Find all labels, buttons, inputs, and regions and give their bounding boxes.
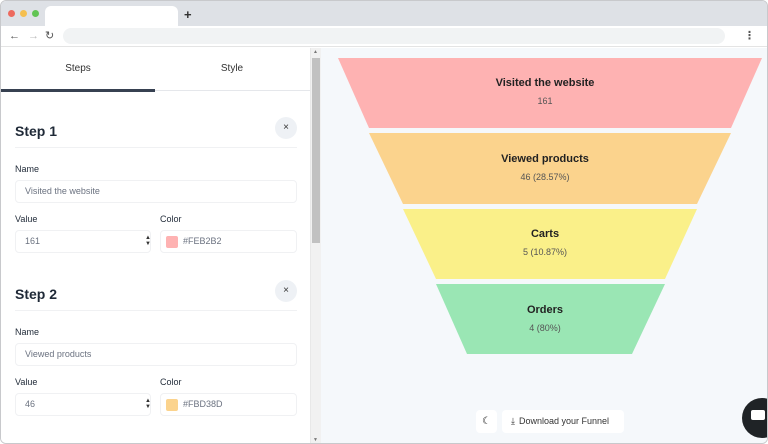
close-icon: ×: [283, 122, 289, 133]
maximize-window-button[interactable]: [32, 10, 39, 17]
moon-icon: ☾: [482, 416, 491, 427]
value-text: 161: [25, 236, 41, 246]
browser-menu-icon[interactable]: ⋮: [744, 30, 755, 42]
funnel-label: Orders 4 (80%): [321, 304, 767, 333]
color-label: Color: [160, 377, 182, 387]
close-window-button[interactable]: [8, 10, 15, 17]
segment-name: Visited the website: [495, 77, 595, 89]
funnel-segment-visited: [338, 58, 762, 128]
step-title: Step 1: [15, 123, 58, 139]
stepper-arrows-icon[interactable]: ▲ ▼: [145, 235, 151, 247]
download-funnel-button[interactable]: ⤓ Download your Funnel: [502, 410, 624, 433]
value-label: Value: [15, 214, 38, 224]
segment-value: 46 (28.57%): [520, 172, 570, 182]
funnel-chart: [338, 58, 762, 354]
scroll-thumb[interactable]: [312, 58, 320, 243]
segment-name: Viewed products: [501, 153, 589, 165]
segment-name: Carts: [530, 228, 560, 240]
download-label: Download your Funnel: [518, 416, 610, 426]
step-card: Step 1 × Name Visited the website Value …: [15, 117, 297, 263]
scroll-down-icon[interactable]: ▼: [313, 437, 318, 443]
remove-step-button[interactable]: ×: [275, 280, 297, 302]
segment-value: 161: [537, 96, 553, 106]
color-label: Color: [160, 214, 182, 224]
funnel-segment-carts: [403, 209, 697, 279]
tab-steps[interactable]: Steps: [1, 48, 155, 92]
minimize-window-button[interactable]: [20, 10, 27, 17]
step-color-input[interactable]: #FEB2B2: [160, 230, 297, 253]
new-tab-icon[interactable]: +: [184, 7, 192, 22]
stepper-arrows-icon[interactable]: ▲ ▼: [145, 398, 151, 410]
browser-tab[interactable]: [45, 6, 178, 26]
segment-name: Orders: [526, 304, 564, 316]
segment-value: 4 (80%): [529, 323, 561, 333]
editor-panel: Steps Style Step 1 × Name Visited the we…: [1, 48, 310, 443]
step-title: Step 2: [15, 286, 58, 302]
name-label: Name: [15, 327, 40, 337]
divider: [15, 147, 297, 148]
step-name-input[interactable]: Viewed products: [15, 343, 297, 366]
back-arrow-icon[interactable]: ←: [9, 30, 20, 42]
funnel-label: Visited the website 161: [321, 77, 767, 106]
value-label: Value: [15, 377, 38, 387]
reload-icon[interactable]: ↻: [45, 30, 55, 42]
url-input[interactable]: [63, 28, 725, 44]
step-name-input[interactable]: Visited the website: [15, 180, 297, 203]
browser-tab-bar: +: [1, 1, 767, 26]
download-icon: ⤓: [511, 416, 515, 426]
divider: [15, 310, 297, 311]
panel-scrollbar[interactable]: ▲ ▼: [310, 48, 321, 443]
step-card: Step 2 × Name Viewed products Value Colo…: [15, 280, 297, 426]
name-label: Name: [15, 164, 40, 174]
chat-widget-button[interactable]: [742, 398, 767, 438]
color-swatch[interactable]: [166, 399, 178, 411]
step-value-input[interactable]: 46 ▲ ▼: [15, 393, 151, 416]
funnel-segment-viewed: [369, 133, 731, 204]
scroll-up-icon[interactable]: ▲: [313, 49, 318, 55]
color-swatch[interactable]: [166, 236, 178, 248]
step-value-input[interactable]: 161 ▲ ▼: [15, 230, 151, 253]
funnel-label: Viewed products 46 (28.57%): [321, 153, 767, 182]
theme-toggle-button[interactable]: ☾: [476, 410, 497, 433]
funnel-label: Carts 5 (10.87%): [321, 228, 767, 257]
chat-bubble-icon: [751, 410, 765, 420]
color-hex: #FBD38D: [183, 399, 223, 409]
funnel-preview: Visited the website 161 Viewed products …: [321, 48, 767, 443]
address-bar-row: ← → ↻ ⋮: [1, 26, 767, 47]
remove-step-button[interactable]: ×: [275, 117, 297, 139]
segment-value: 5 (10.87%): [522, 247, 568, 257]
funnel-segment-orders: [436, 284, 665, 354]
color-hex: #FEB2B2: [183, 236, 222, 246]
tab-style[interactable]: Style: [220, 63, 244, 74]
value-text: 46: [25, 399, 36, 409]
step-color-input[interactable]: #FBD38D: [160, 393, 297, 416]
panel-tabs: Steps Style: [1, 48, 310, 92]
close-icon: ×: [283, 285, 289, 296]
forward-arrow-icon[interactable]: →: [28, 30, 39, 42]
